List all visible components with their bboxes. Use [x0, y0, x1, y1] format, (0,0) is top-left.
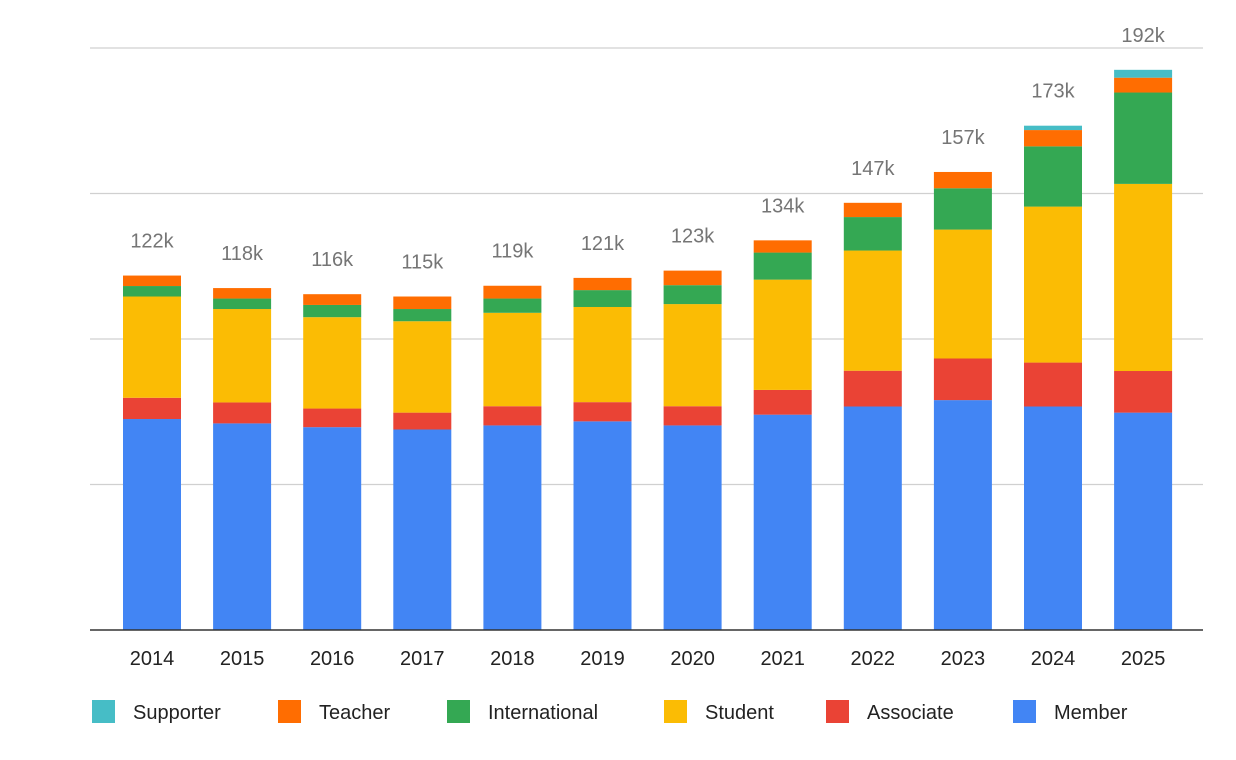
legend-label-student: Student [705, 702, 774, 724]
bar-segment-member-2019 [573, 421, 632, 630]
x-tick-label-2020: 2020 [670, 648, 715, 670]
bar-segment-teacher-2019 [573, 277, 632, 291]
bar-segment-student-2024 [1024, 206, 1082, 363]
bar-segment-student-2023 [933, 229, 992, 359]
bar-segment-student-2025 [1114, 183, 1173, 372]
total-label-2017: 115k [401, 252, 444, 274]
total-label-2023: 157k [941, 127, 985, 149]
bar-segment-student-2015 [213, 309, 272, 403]
legend-label-teacher: Teacher [319, 702, 390, 724]
bar-segment-supporter-2025 [1114, 69, 1173, 78]
bar-segment-member-2025 [1114, 412, 1173, 630]
total-label-2019: 121k [581, 233, 625, 255]
bar-segment-teacher-2022 [843, 202, 902, 218]
x-tick-label-2022: 2022 [851, 648, 896, 670]
legend-swatch-student [664, 700, 687, 723]
bar-segment-associate-2017 [393, 412, 452, 430]
bar-segment-associate-2020 [663, 406, 722, 426]
bar-segment-international-2015 [213, 298, 272, 310]
bar-segment-associate-2025 [1114, 371, 1173, 413]
bar-segment-international-2021 [753, 252, 812, 280]
bar-segment-member-2014 [123, 419, 181, 630]
bar-segment-student-2021 [753, 279, 812, 390]
bar-segment-associate-2024 [1024, 362, 1082, 407]
bar-segment-international-2014 [123, 286, 181, 297]
bar-segment-international-2022 [843, 217, 902, 251]
x-tick-label-2018: 2018 [490, 648, 535, 670]
bar-segment-student-2018 [483, 312, 542, 407]
legend-swatch-teacher [278, 700, 301, 723]
total-label-2016: 116k [311, 249, 354, 271]
legend-swatch-international [447, 700, 470, 723]
bar-segment-student-2020 [663, 304, 722, 407]
bar-segment-student-2019 [573, 306, 632, 403]
bar-segment-teacher-2016 [303, 294, 362, 305]
bar-segment-student-2017 [393, 321, 452, 413]
x-tick-label-2021: 2021 [760, 648, 805, 670]
x-tick-label-2015: 2015 [220, 648, 265, 670]
bar-segment-member-2016 [303, 427, 362, 630]
bar-segment-teacher-2017 [393, 296, 452, 310]
legend-label-international: International [488, 702, 598, 724]
bar-segment-student-2016 [303, 317, 362, 409]
bar-segment-teacher-2014 [123, 275, 181, 287]
bar-segment-associate-2019 [573, 402, 632, 422]
bar-segment-teacher-2018 [483, 285, 542, 299]
bar-segment-student-2022 [843, 250, 902, 371]
bar-segment-teacher-2021 [753, 240, 812, 253]
bar-segment-associate-2021 [753, 389, 812, 415]
bar-segment-international-2020 [663, 285, 722, 305]
bar-segment-member-2018 [483, 425, 542, 630]
legend-swatch-member [1013, 700, 1036, 723]
x-tick-label-2023: 2023 [941, 648, 986, 670]
bar-segment-associate-2015 [213, 402, 272, 424]
total-label-2018: 119k [491, 241, 534, 263]
bar-segment-student-2014 [123, 296, 181, 398]
x-tick-label-2025: 2025 [1121, 648, 1166, 670]
x-tick-label-2024: 2024 [1031, 648, 1076, 670]
bar-segment-supporter-2024 [1024, 125, 1082, 131]
bar-segment-teacher-2020 [663, 270, 722, 286]
bar-segment-international-2019 [573, 290, 632, 307]
bar-segment-associate-2014 [123, 397, 181, 420]
legend-label-supporter: Supporter [133, 702, 221, 724]
total-label-2014: 122k [130, 231, 174, 253]
bar-segment-associate-2016 [303, 408, 362, 428]
bar-segment-international-2018 [483, 298, 542, 313]
bar-segment-associate-2023 [933, 358, 992, 401]
bar-segment-international-2024 [1024, 146, 1082, 207]
bar-segment-member-2023 [933, 400, 992, 630]
bar-segment-member-2024 [1024, 406, 1082, 630]
x-tick-label-2019: 2019 [580, 648, 625, 670]
total-label-2020: 123k [671, 226, 715, 248]
bar-segment-member-2017 [393, 429, 452, 630]
bar-segment-member-2021 [753, 414, 812, 630]
bar-segment-teacher-2015 [213, 288, 272, 299]
bar-segment-member-2020 [663, 425, 722, 630]
x-tick-label-2016: 2016 [310, 648, 355, 670]
legend-label-member: Member [1054, 702, 1128, 724]
total-label-2024: 173k [1031, 81, 1075, 103]
total-label-2022: 147k [851, 158, 895, 180]
total-label-2015: 118k [221, 243, 264, 265]
legend-swatch-associate [826, 700, 849, 723]
legend-swatch-supporter [92, 700, 115, 723]
bar-segment-associate-2018 [483, 406, 542, 426]
bar-segment-member-2022 [843, 406, 902, 630]
x-tick-label-2014: 2014 [130, 648, 175, 670]
bar-segment-international-2016 [303, 304, 362, 318]
bar-segment-teacher-2023 [933, 171, 992, 189]
bar-segment-international-2017 [393, 309, 452, 322]
total-label-2025: 192k [1121, 25, 1165, 47]
bar-segment-teacher-2024 [1024, 130, 1082, 147]
bar-segment-member-2015 [213, 423, 272, 630]
x-tick-label-2017: 2017 [400, 648, 445, 670]
bar-segment-associate-2022 [843, 370, 902, 407]
bar-segment-international-2023 [933, 188, 992, 230]
total-label-2021: 134k [761, 195, 805, 217]
bar-segment-teacher-2025 [1114, 77, 1173, 93]
bar-segment-international-2025 [1114, 92, 1173, 184]
legend-label-associate: Associate [867, 702, 954, 724]
